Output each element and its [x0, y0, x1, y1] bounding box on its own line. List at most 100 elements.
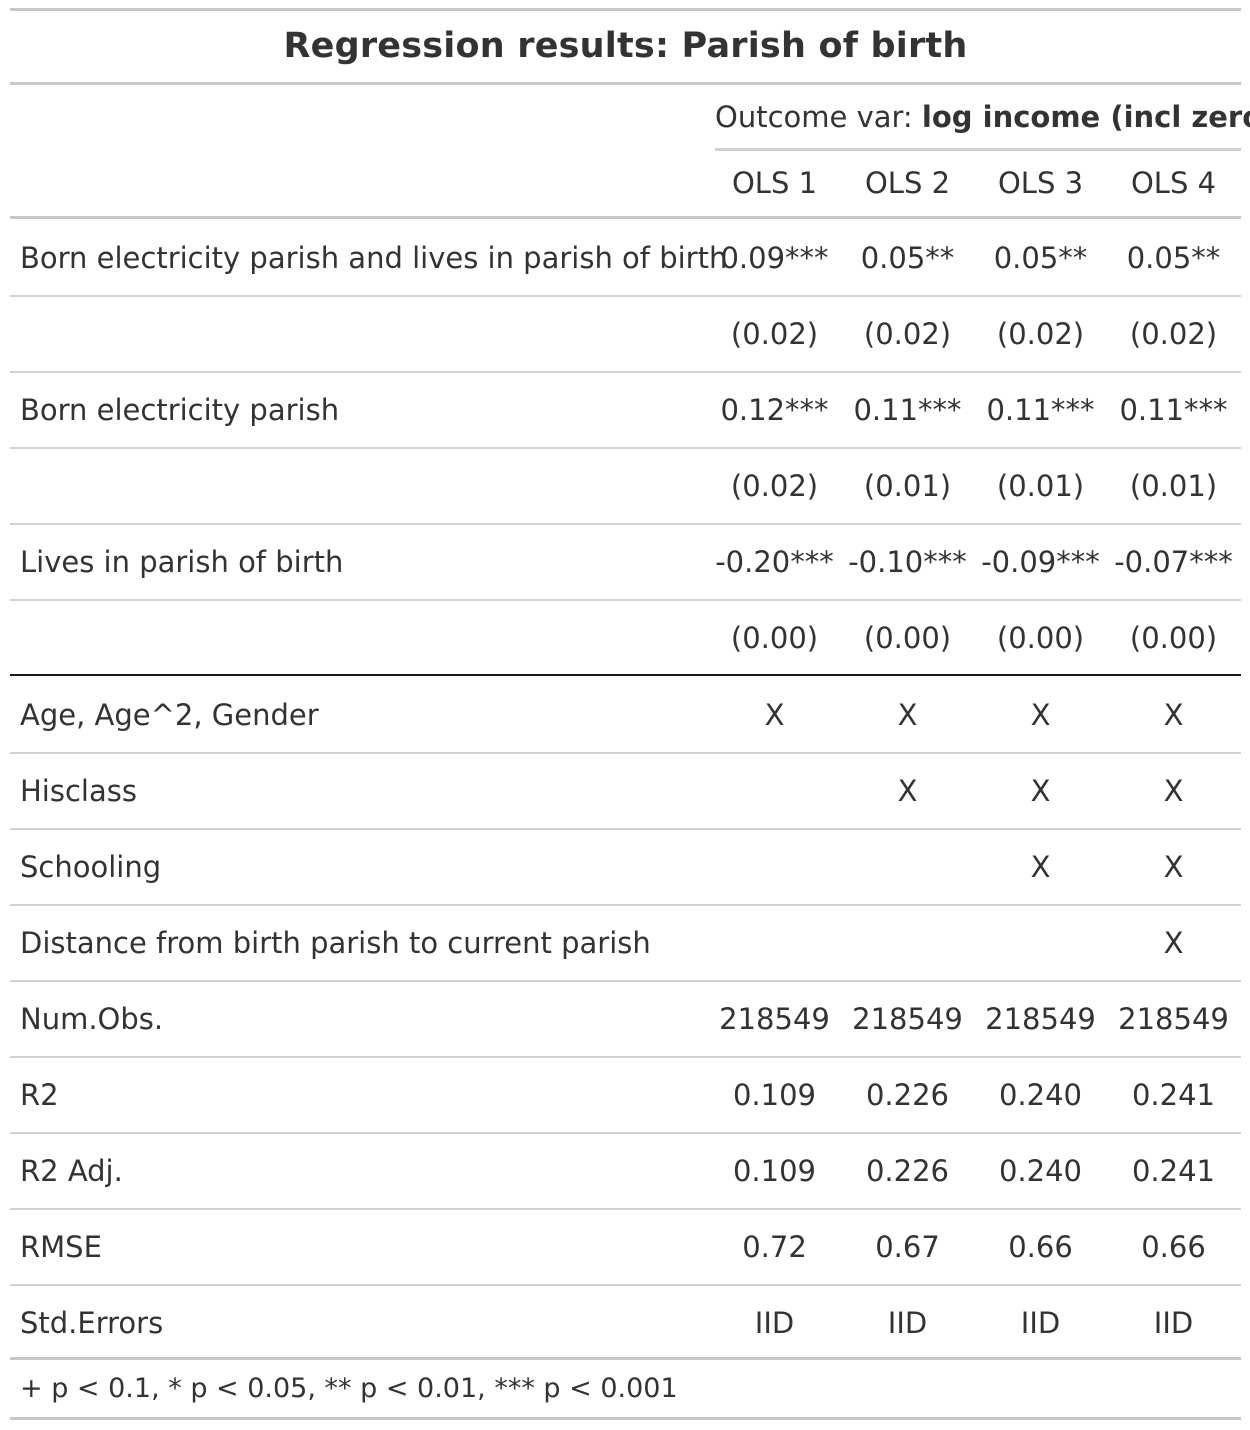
table-cell: (0.02): [730, 469, 819, 503]
table-bottom-rule: [10, 1417, 1241, 1420]
table-cell: X: [1030, 850, 1051, 884]
spanner-rule: [715, 148, 1241, 151]
table-cell: [841, 829, 974, 905]
column-header: OLS 2: [864, 166, 951, 200]
header-rule: [10, 216, 1241, 219]
row-label: Born electricity parish and lives in par…: [20, 241, 728, 275]
table-cell: X: [1163, 926, 1184, 960]
table-row: Age, Age^2, Gender X X X X: [10, 677, 1241, 753]
table-cell: 0.12***: [720, 393, 829, 427]
table-cell: X: [1163, 774, 1184, 808]
row-label: Distance from birth parish to current pa…: [20, 926, 651, 960]
row-label: Age, Age^2, Gender: [20, 698, 319, 732]
table-cell: IID: [887, 1306, 928, 1340]
row-divider: [10, 752, 1241, 754]
table-cell: 0.109: [732, 1154, 817, 1188]
table-cell: 0.66: [1141, 1230, 1206, 1264]
table-cell: (0.00): [863, 621, 952, 655]
table-cell: (0.01): [863, 469, 952, 503]
row-label: Schooling: [20, 850, 162, 884]
bottom-rule: [10, 1357, 1241, 1360]
table-cell: X: [1030, 698, 1051, 732]
table-cell: 0.240: [998, 1154, 1083, 1188]
column-header: OLS 3: [997, 166, 1084, 200]
row-divider: [10, 1208, 1241, 1210]
row-label: R2: [20, 1078, 59, 1112]
row-divider: [10, 904, 1241, 906]
table-row: Num.Obs. 218549 218549 218549 218549: [10, 981, 1241, 1057]
table-row: RMSE 0.72 0.67 0.66 0.66: [10, 1209, 1241, 1285]
row-label: Num.Obs.: [20, 1002, 164, 1036]
row-divider: [10, 371, 1241, 373]
table-cell: X: [764, 698, 785, 732]
row-label: Std.Errors: [20, 1306, 164, 1340]
row-divider: [10, 1056, 1241, 1058]
table-cell: [974, 905, 1107, 981]
table-cell: 0.226: [865, 1154, 950, 1188]
row-label: RMSE: [20, 1230, 102, 1264]
table-cell: X: [897, 774, 918, 808]
table-cell: 218549: [985, 1002, 1096, 1036]
table-cell: X: [897, 698, 918, 732]
table-cell: 0.05**: [1126, 241, 1221, 275]
table-cell: 0.109: [732, 1078, 817, 1112]
table-row: (0.02) (0.01) (0.01) (0.01): [10, 448, 1241, 524]
table-cell: (0.02): [996, 317, 1085, 351]
table-row: Born electricity parish and lives in par…: [10, 220, 1241, 296]
table-row: Born electricity parish 0.12*** 0.11*** 0.1…: [10, 372, 1241, 448]
table-row: Hisclass X X X: [10, 753, 1241, 829]
table-cell: X: [1163, 698, 1184, 732]
row-divider: [10, 523, 1241, 525]
table-cell: 218549: [1118, 1002, 1229, 1036]
row-label: Born electricity parish: [20, 393, 340, 427]
table-row: R2 Adj. 0.109 0.226 0.240 0.241: [10, 1133, 1241, 1209]
row-label: Hisclass: [20, 774, 137, 808]
table-cell: 0.05**: [860, 241, 955, 275]
table-cell: 0.240: [998, 1078, 1083, 1112]
table-cell: [708, 829, 841, 905]
table-cell: 0.11***: [1119, 393, 1228, 427]
row-divider: [10, 1132, 1241, 1134]
table-cell: 0.66: [1008, 1230, 1073, 1264]
table-cell: 0.226: [865, 1078, 950, 1112]
table-cell: X: [1030, 774, 1051, 808]
spanner-outcome: log income (incl zero): [921, 100, 1250, 134]
section-separator: [10, 674, 1241, 676]
column-header: OLS 1: [731, 166, 818, 200]
table-cell: (0.00): [996, 621, 1085, 655]
row-divider: [10, 599, 1241, 601]
table-title: Regression results: Parish of birth: [283, 26, 968, 66]
table-cell: (0.02): [1129, 317, 1218, 351]
table-cell: 0.11***: [853, 393, 962, 427]
table-cell: (0.00): [1129, 621, 1218, 655]
table-cell: [708, 753, 841, 829]
table-cell: 218549: [719, 1002, 830, 1036]
table-cell: 218549: [852, 1002, 963, 1036]
table-cell: -0.09***: [981, 545, 1100, 579]
table-row: Schooling X X: [10, 829, 1241, 905]
table-row: Lives in parish of birth -0.20*** -0.10***…: [10, 524, 1241, 600]
table-cell: -0.10***: [848, 545, 967, 579]
table-cell: (0.00): [730, 621, 819, 655]
spanner-prefix: Outcome var:: [715, 100, 922, 134]
row-label: Lives in parish of birth: [20, 545, 344, 579]
table-cell: 0.72: [742, 1230, 807, 1264]
significance-footnote: + p < 0.1, * p < 0.05, ** p < 0.01, *** …: [20, 1373, 678, 1404]
table-cell: -0.07***: [1114, 545, 1233, 579]
column-header: OLS 4: [1130, 166, 1217, 200]
row-divider: [10, 828, 1241, 830]
table-cell: [841, 905, 974, 981]
row-divider: [10, 447, 1241, 449]
table-cell: -0.20***: [715, 545, 834, 579]
table-cell: (0.02): [730, 317, 819, 351]
row-label: R2 Adj.: [20, 1154, 123, 1188]
table-cell: 0.241: [1131, 1078, 1216, 1112]
table-cell: (0.01): [1129, 469, 1218, 503]
table-cell: 0.05**: [993, 241, 1088, 275]
table-cell: 0.67: [875, 1230, 940, 1264]
table-cell: [708, 905, 841, 981]
row-divider: [10, 1284, 1241, 1286]
table-cell: (0.02): [863, 317, 952, 351]
table-row: Distance from birth parish to current pa…: [10, 905, 1241, 981]
outcome-spanner: Outcome var: log income (incl zero): [715, 100, 1250, 134]
